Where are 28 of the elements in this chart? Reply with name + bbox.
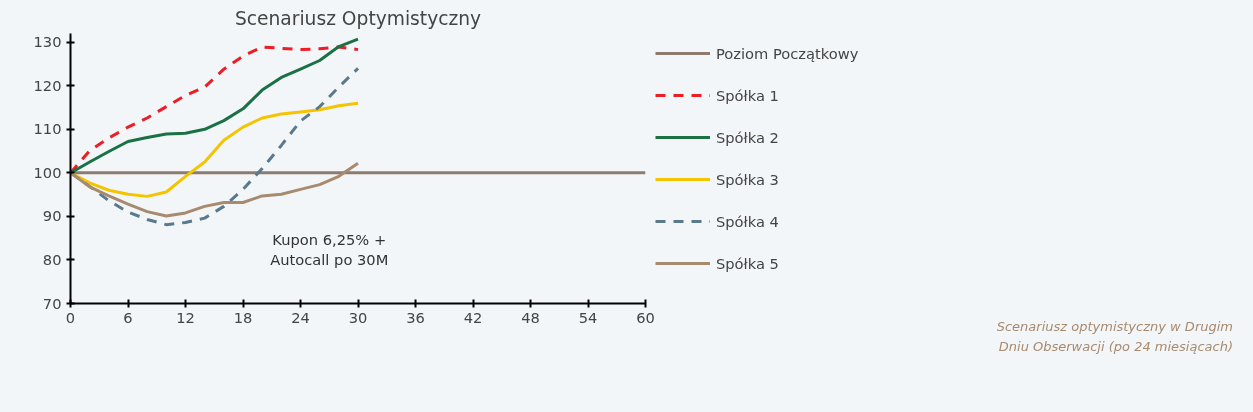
y-tick-label: 70 <box>42 294 62 312</box>
x-tick-label: 0 <box>65 308 76 326</box>
y-tick-label: 110 <box>33 120 62 138</box>
y-tick-label: 130 <box>33 33 62 51</box>
legend-label: Spółka 2 <box>716 128 779 146</box>
x-tick-label: 30 <box>348 308 368 326</box>
x-tick-label: 54 <box>578 308 598 326</box>
line-series <box>70 161 360 218</box>
x-tick-label: 60 <box>636 308 655 326</box>
x-tick-label: 42 <box>463 308 483 326</box>
x-tick-label: 36 <box>406 308 425 326</box>
x-tick-label: 12 <box>176 308 195 326</box>
annotation: Kupon 6,25% + Autocall po 30M <box>270 230 389 269</box>
text: Scenariusz optymistyczny w Drugim Dniu Obserwacji (po 24 miesiącach) <box>995 318 1233 356</box>
x-tick-label: 24 <box>291 308 310 326</box>
y-tick-label: 120 <box>33 76 62 94</box>
x-tick-label: 6 <box>123 308 133 326</box>
y-tick-label: 100 <box>33 163 62 181</box>
legend-label: Spółka 3 <box>716 170 779 188</box>
x-tick-label: 18 <box>233 308 253 326</box>
y-tick-label: 90 <box>42 207 62 225</box>
legend-label: Poziom Początkowy <box>716 44 859 62</box>
legend-label: Spółka 1 <box>716 86 779 104</box>
chart-title: Scenariusz Optymistyczny <box>234 7 482 29</box>
x-tick-label: 48 <box>521 308 540 326</box>
y-tick-label: 80 <box>42 250 62 268</box>
legend-label: Spółka 4 <box>716 212 779 230</box>
legend-label: Spółka 5 <box>716 254 779 272</box>
